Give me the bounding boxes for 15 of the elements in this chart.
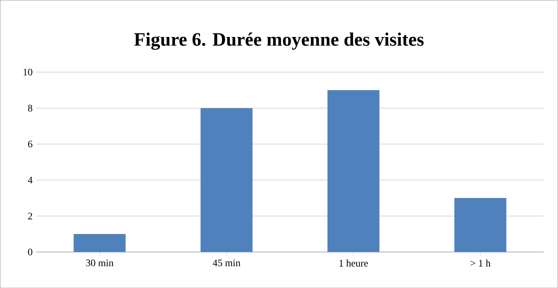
x-tick-label: 30 min	[86, 259, 114, 266]
x-tick-label: 45 min	[212, 259, 240, 266]
bar	[454, 198, 506, 252]
x-tick-label: 1 heure	[340, 259, 368, 266]
y-tick-label: 2	[28, 212, 32, 220]
bar	[74, 234, 126, 252]
y-tick-label: 8	[28, 104, 32, 112]
bar	[327, 90, 380, 252]
y-tick-label: 10	[24, 68, 32, 76]
y-tick-label: 6	[28, 140, 32, 148]
y-tick-label: 4	[28, 176, 33, 184]
chart-title: Figure 6. Durée moyenne des visites	[134, 32, 424, 50]
bar	[200, 108, 253, 252]
x-tick-label: > 1 h	[470, 259, 491, 266]
y-tick-label: 0	[28, 248, 32, 256]
